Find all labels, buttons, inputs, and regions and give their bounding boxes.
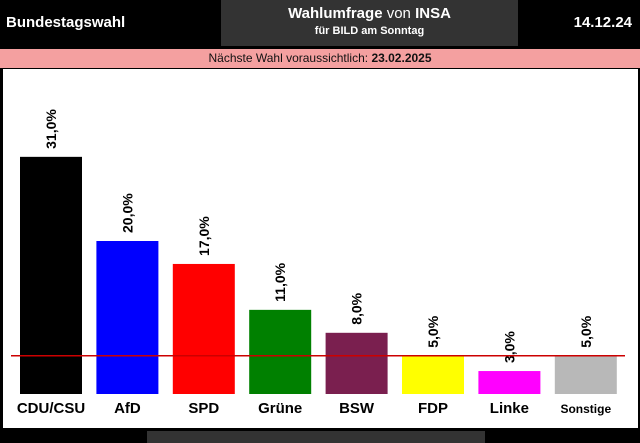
category-label-3: Grüne [258, 400, 302, 417]
category-label-4: BSW [339, 400, 375, 417]
value-label-3: 11,0% [272, 262, 288, 301]
footer-strip [147, 431, 485, 443]
poll-title-mid: von [386, 5, 411, 22]
value-label-6: 3,0% [501, 331, 517, 363]
category-label-0: CDU/CSU [17, 400, 85, 417]
election-title: Bundestagswahl [6, 14, 126, 31]
value-label-1: 20,0% [119, 193, 135, 233]
next-election-label: Nächste Wahl voraussichtlich: [208, 51, 369, 65]
poll-title: Wahlumfrage von INSA [221, 5, 518, 22]
bar-0 [20, 156, 82, 394]
bar-2 [172, 263, 235, 394]
category-label-1: AfD [114, 400, 141, 417]
value-label-2: 17,0% [196, 216, 212, 256]
poll-title-box: Wahlumfrage von INSA für BILD am Sonntag [221, 0, 518, 46]
next-election-bar: Nächste Wahl voraussichtlich: 23.02.2025 [0, 49, 640, 68]
bar-4 [325, 332, 388, 394]
next-election-date: 23.02.2025 [371, 51, 432, 65]
bar-chart: 31,0% CDU/CSU 20,0% AfD 17,0% SPD 11,0% Grüne 8,… [11, 109, 625, 417]
bar-7 [554, 355, 617, 394]
header-bar: Bundestagswahl Wahlumfrage von INSA für … [0, 0, 640, 48]
value-label-4: 8,0% [349, 292, 365, 324]
category-label-7: Sonstige [560, 402, 611, 416]
bar-6 [478, 371, 541, 394]
value-label-7: 5,0% [578, 315, 594, 347]
category-label-5: FDP [418, 400, 448, 417]
poll-date: 14.12.24 [573, 14, 632, 31]
value-label-5: 5,0% [425, 315, 441, 347]
bar-1 [96, 241, 159, 394]
poll-institute: INSA [415, 5, 451, 22]
bar-5 [402, 355, 464, 394]
value-label-0: 31,0% [43, 109, 59, 149]
poll-subtitle: für BILD am Sonntag [314, 25, 425, 37]
category-label-2: SPD [188, 400, 219, 417]
bar-3 [249, 309, 312, 394]
chart-area: 31,0% CDU/CSU 20,0% AfD 17,0% SPD 11,0% Grüne 8,… [3, 69, 638, 428]
category-label-6: Linke [490, 400, 529, 417]
poll-title-bold: Wahlumfrage [288, 5, 383, 22]
